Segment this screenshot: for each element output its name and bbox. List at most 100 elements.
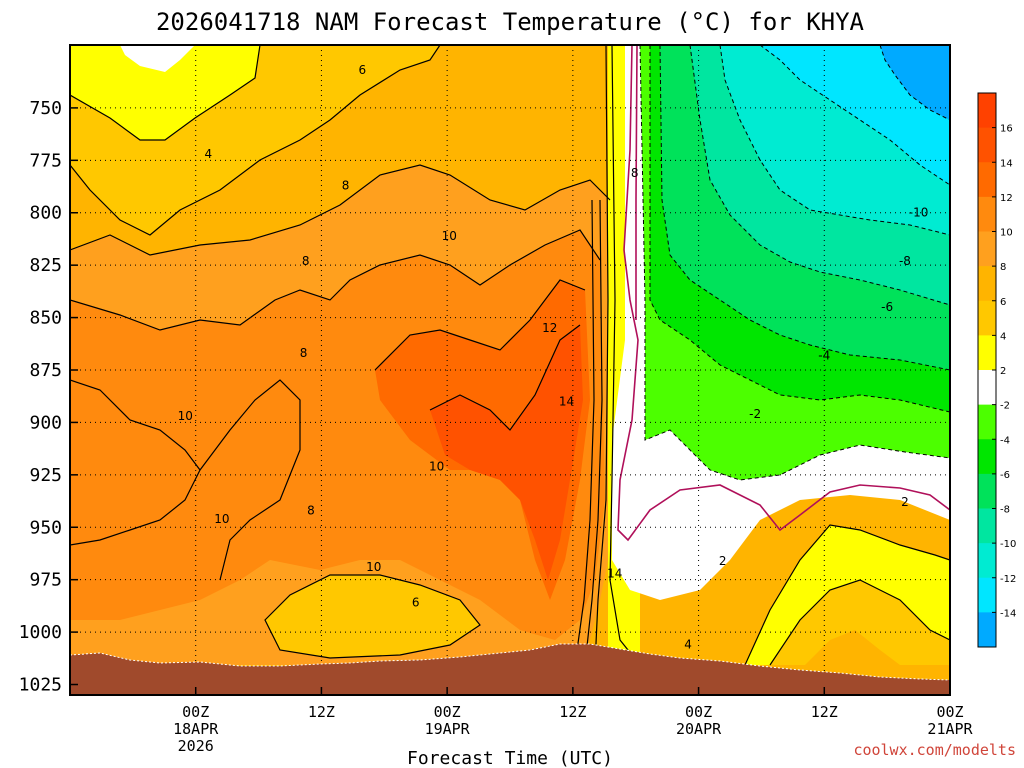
- temp-region-neg2to2-top: [120, 45, 195, 72]
- contour-label-text: 2: [719, 554, 727, 568]
- colorbar-tick-label: 16: [1000, 124, 1013, 135]
- contour-label-text: -8: [899, 254, 911, 268]
- temp-region-right-6to8: [805, 630, 900, 665]
- y-tick-label: 1000: [19, 622, 62, 643]
- contour-label-text: 6: [412, 596, 420, 610]
- dashed-contours: [639, 45, 950, 481]
- colorbar-tick-label: -14: [1000, 608, 1016, 619]
- colorbar-bin: [978, 543, 996, 579]
- colorbar: 16 14 12 10 8 6 4 2 -2 -4 -6 -8 -10 -12 -14: [977, 92, 1016, 648]
- x-tick-label: 20APR: [676, 720, 722, 738]
- contour-label: 10: [366, 560, 381, 574]
- contour-label: 8: [307, 503, 315, 517]
- colorbar-tick-label: -2: [1000, 401, 1010, 412]
- contour-label: 10: [178, 409, 193, 423]
- colorbar-tick-label: 4: [1000, 331, 1006, 342]
- colorbar-bin: [978, 300, 996, 336]
- plot-area: 6 4 8 8 10 8 12 8 10 14 10 10 8 10 6 14 4 2 -2 -4 -6 -8 -10 2: [70, 45, 950, 695]
- contour-4: [70, 45, 261, 141]
- colorbar-tick-label: 2: [1000, 366, 1006, 377]
- contour-steep-2: [584, 199, 603, 666]
- x-tick-label: 19APR: [425, 720, 471, 738]
- contour-label-text: 6: [358, 63, 366, 77]
- colorbar-bin: [978, 473, 996, 509]
- contour-labels: 6 4 8 8 10 8 12 8 10 14 10 10 8 10 6 14 4 2 -2 -4 -6 -8 -10 2: [178, 63, 929, 652]
- x-tick-label: 18APR: [173, 720, 219, 738]
- contour-label-text: 4: [684, 638, 692, 652]
- contour-neg2: [639, 45, 950, 481]
- colorbar-bin: [978, 93, 996, 129]
- contour-label-text: 8: [342, 178, 350, 192]
- chart-title: 2026041718 NAM Forecast Temperature (°C)…: [156, 8, 865, 36]
- contour-label: 4: [684, 638, 692, 652]
- y-tick-label: 750: [29, 98, 62, 119]
- freezing-line: [617, 45, 950, 542]
- x-tick-label: 00Z: [434, 703, 461, 721]
- temp-region-lowlevel-4to6: [265, 575, 480, 658]
- temp-region-14to16: [430, 325, 583, 580]
- contour-label-text: 4: [204, 147, 212, 161]
- contour-label-text: 8: [300, 346, 308, 360]
- contour-label: 10: [442, 229, 457, 243]
- contour-label-text: 2: [901, 495, 909, 509]
- y-tick-label: 800: [29, 203, 62, 224]
- contour-label: 8: [302, 254, 310, 268]
- colorbar-tick-label: 14: [1000, 158, 1013, 169]
- colorbar-bin: [978, 335, 996, 371]
- temp-region-4to6: [70, 45, 440, 235]
- contour-label: 10: [429, 459, 444, 473]
- contour-label-text: 10: [429, 459, 444, 473]
- x-tick-label: 00Z: [685, 703, 712, 721]
- colorbar-bin: [978, 162, 996, 198]
- y-tick-label: 850: [29, 308, 62, 329]
- contour-8: [70, 164, 611, 256]
- contour-label: 8: [631, 166, 639, 180]
- contour-label-text: 8: [307, 503, 315, 517]
- x-tick-label: 00Z: [182, 703, 209, 721]
- contour-12: [374, 279, 586, 371]
- colorbar-tick-label: 6: [1000, 297, 1006, 308]
- contour-steep-1: [574, 199, 595, 666]
- colorbar-bin: [978, 508, 996, 544]
- contour-label-text: 14: [559, 394, 574, 408]
- ground-terrain: [70, 643, 950, 695]
- x-tick-label: 12Z: [308, 703, 335, 721]
- x-tick-label: 21APR: [927, 720, 973, 738]
- contour-label-text: 10: [178, 409, 193, 423]
- colorbar-tick-label: -6: [1000, 470, 1010, 481]
- contour-label: 6: [358, 63, 366, 77]
- colorbar-bin: [978, 439, 996, 475]
- contour-10: [70, 229, 601, 331]
- contour-label-text: -2: [749, 407, 761, 421]
- contour-label-text: 10: [442, 229, 457, 243]
- contour-label: -8: [899, 254, 911, 268]
- contour-label-text: 12: [542, 321, 557, 335]
- contour-label-text: 8: [631, 166, 639, 180]
- y-tick-label: 900: [29, 412, 62, 433]
- colorbar-tick-label: -4: [1000, 435, 1010, 446]
- contour-label: 12: [542, 321, 557, 335]
- colorbar-bin: [978, 231, 996, 267]
- colorbar-bin: [978, 370, 996, 406]
- credit-text: coolwx.com/modelts: [853, 741, 1016, 759]
- y-tick-label: 775: [29, 150, 62, 171]
- y-tick-label: 1025: [19, 675, 62, 696]
- colorbar-bin: [978, 612, 996, 648]
- y-tick-label: 925: [29, 465, 62, 486]
- contour-label: 8: [342, 178, 350, 192]
- contour-label-text: -10: [909, 206, 929, 220]
- contour-label: 10: [214, 512, 229, 526]
- colorbar-tick-label: -8: [1000, 505, 1010, 516]
- contour-14: [429, 324, 581, 431]
- x-tick-label: 12Z: [559, 703, 586, 721]
- x-axis-label: Forecast Time (UTC): [407, 748, 613, 768]
- colorbar-bin: [978, 127, 996, 163]
- colorbar-tick-label: -10: [1000, 539, 1016, 550]
- y-tick-label: 875: [29, 360, 62, 381]
- colorbar-bin: [978, 196, 996, 232]
- contour-steep-3: [594, 45, 609, 666]
- x-tick-label: 2026: [178, 737, 214, 755]
- contour-label: 4: [204, 147, 212, 161]
